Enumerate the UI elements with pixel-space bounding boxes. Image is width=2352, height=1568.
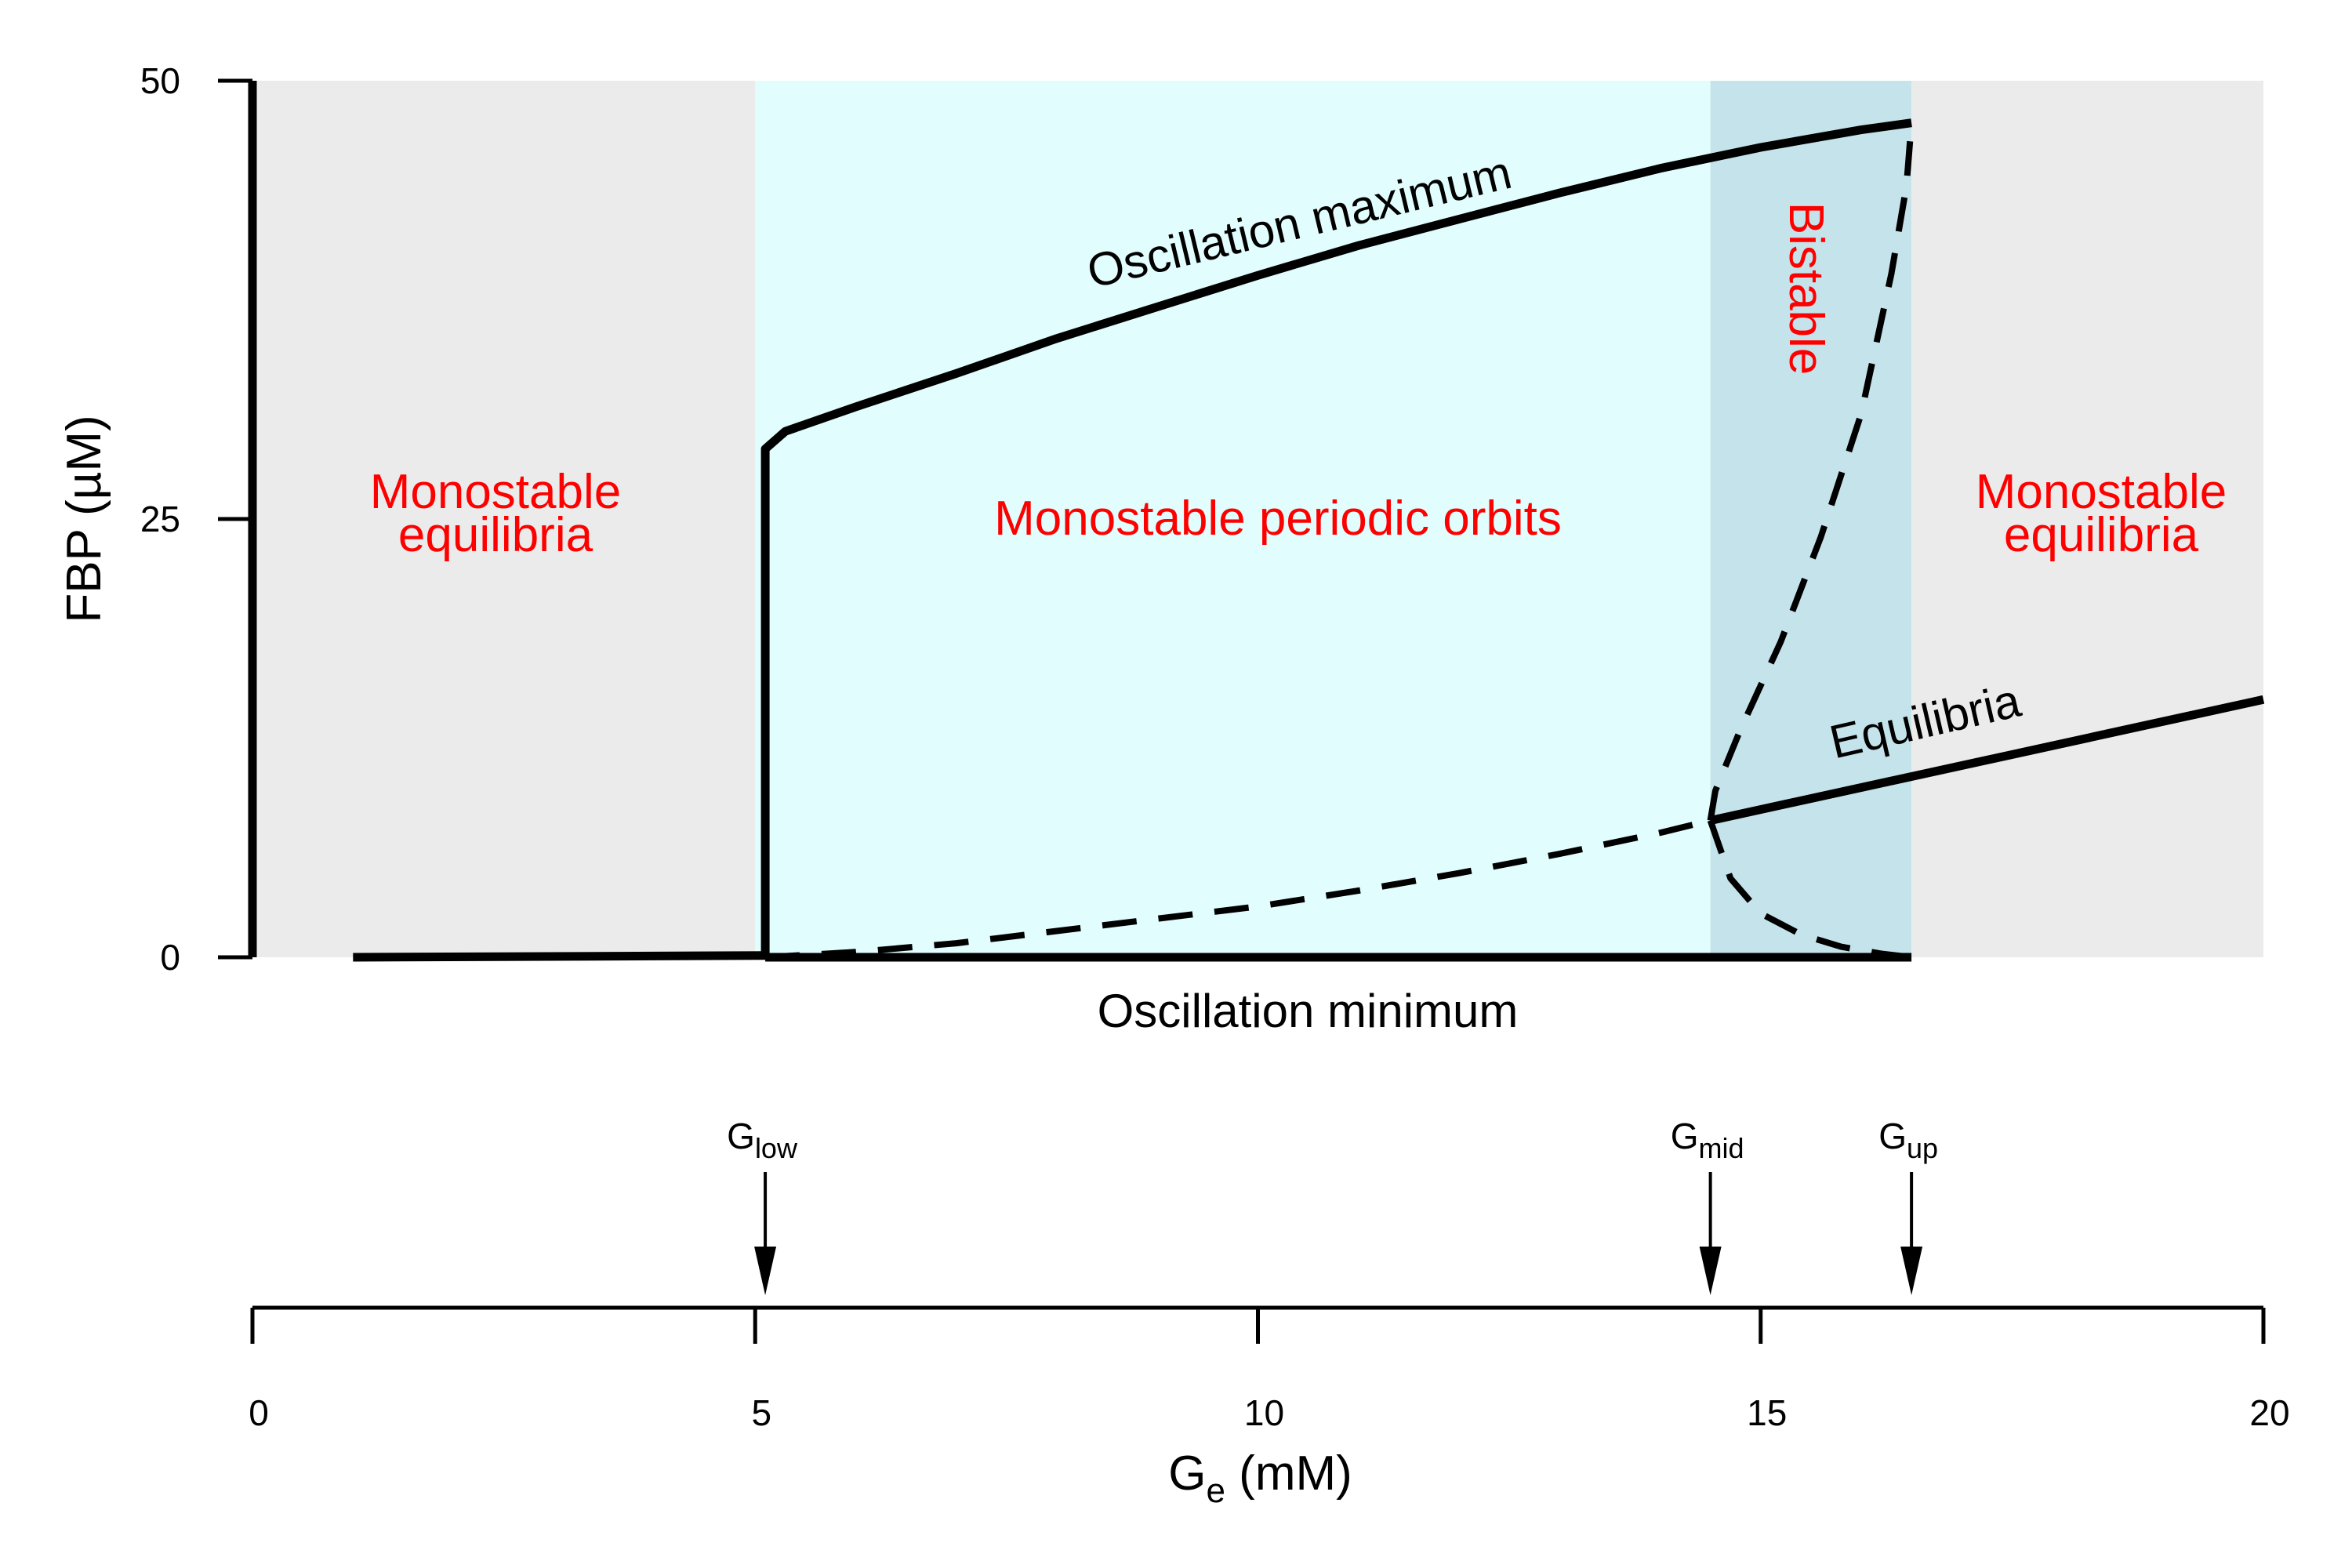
region-label-mono_eq_right: Monostable: [1976, 465, 2227, 519]
marker-label-sub: up: [1907, 1132, 1938, 1164]
marker-label-main: G: [727, 1116, 755, 1156]
series-oscillation_maximum: [760, 118, 1912, 957]
y-axis-title: FBP (µM): [57, 415, 111, 622]
x-axis-title-sub: e: [1206, 1472, 1225, 1510]
x-tick-label: 15: [1747, 1392, 1787, 1433]
y-tick-label: 25: [140, 499, 180, 539]
region-mono_eq_left: [252, 81, 756, 957]
marker-label-main: G: [1671, 1116, 1699, 1156]
region-label-mono_periodic: Monostable periodic orbits: [994, 492, 1562, 546]
region-label-mono_eq_left: equilibria: [398, 508, 593, 562]
region-mono_periodic: [755, 81, 1711, 957]
region-label-mono_eq_right: equilibria: [2004, 508, 2199, 562]
series-unstable_orbit_lower: [1707, 819, 1912, 960]
curve-label-oscillation-minimum: Oscillation minimum: [1098, 985, 1519, 1037]
x-axis-title-main: G: [1168, 1446, 1206, 1501]
x-tick-label: 10: [1244, 1392, 1284, 1433]
series-unstable_orbit_upper: [1707, 122, 1915, 822]
series-stable_equilibria: [1709, 695, 2265, 825]
x-tick-label: 20: [2249, 1392, 2289, 1433]
marker-label-main: G: [1878, 1116, 1907, 1156]
marker-arrow-head: [1900, 1247, 1923, 1295]
x-axis-title: Ge (mM): [1168, 1446, 1352, 1510]
regions-layer: [252, 81, 2263, 957]
y-tick-label: 0: [160, 937, 180, 978]
marker-arrow-head: [1699, 1247, 1722, 1295]
marker-label-sub: mid: [1699, 1132, 1744, 1164]
region-label-mono_eq_left: Monostable: [370, 465, 622, 519]
marker-label-g_low: Glow: [727, 1116, 798, 1164]
marker-label-sub: low: [755, 1132, 798, 1164]
x-tick-label: 0: [249, 1392, 269, 1433]
x-tick-label: 5: [751, 1392, 771, 1433]
marker-label-g_up: Gup: [1878, 1116, 1938, 1164]
axes-layer: 0 25 50 FBP (µM) 0 5 10 15 20 Ge (mM): [57, 60, 2290, 1510]
marker-label-g_mid: Gmid: [1671, 1116, 1744, 1164]
region-mono_eq_right: [1911, 81, 2263, 957]
y-tick-label: 50: [140, 60, 180, 101]
series-layer: [353, 118, 2265, 962]
marker-arrow-head: [754, 1247, 777, 1295]
x-axis-title-rest: (mM): [1225, 1446, 1352, 1501]
region-label-bistable: Bistable: [1779, 202, 1833, 376]
series-low_equilibria: [353, 951, 766, 962]
markers-layer: Glow Gmid Gup: [727, 1116, 1938, 1295]
